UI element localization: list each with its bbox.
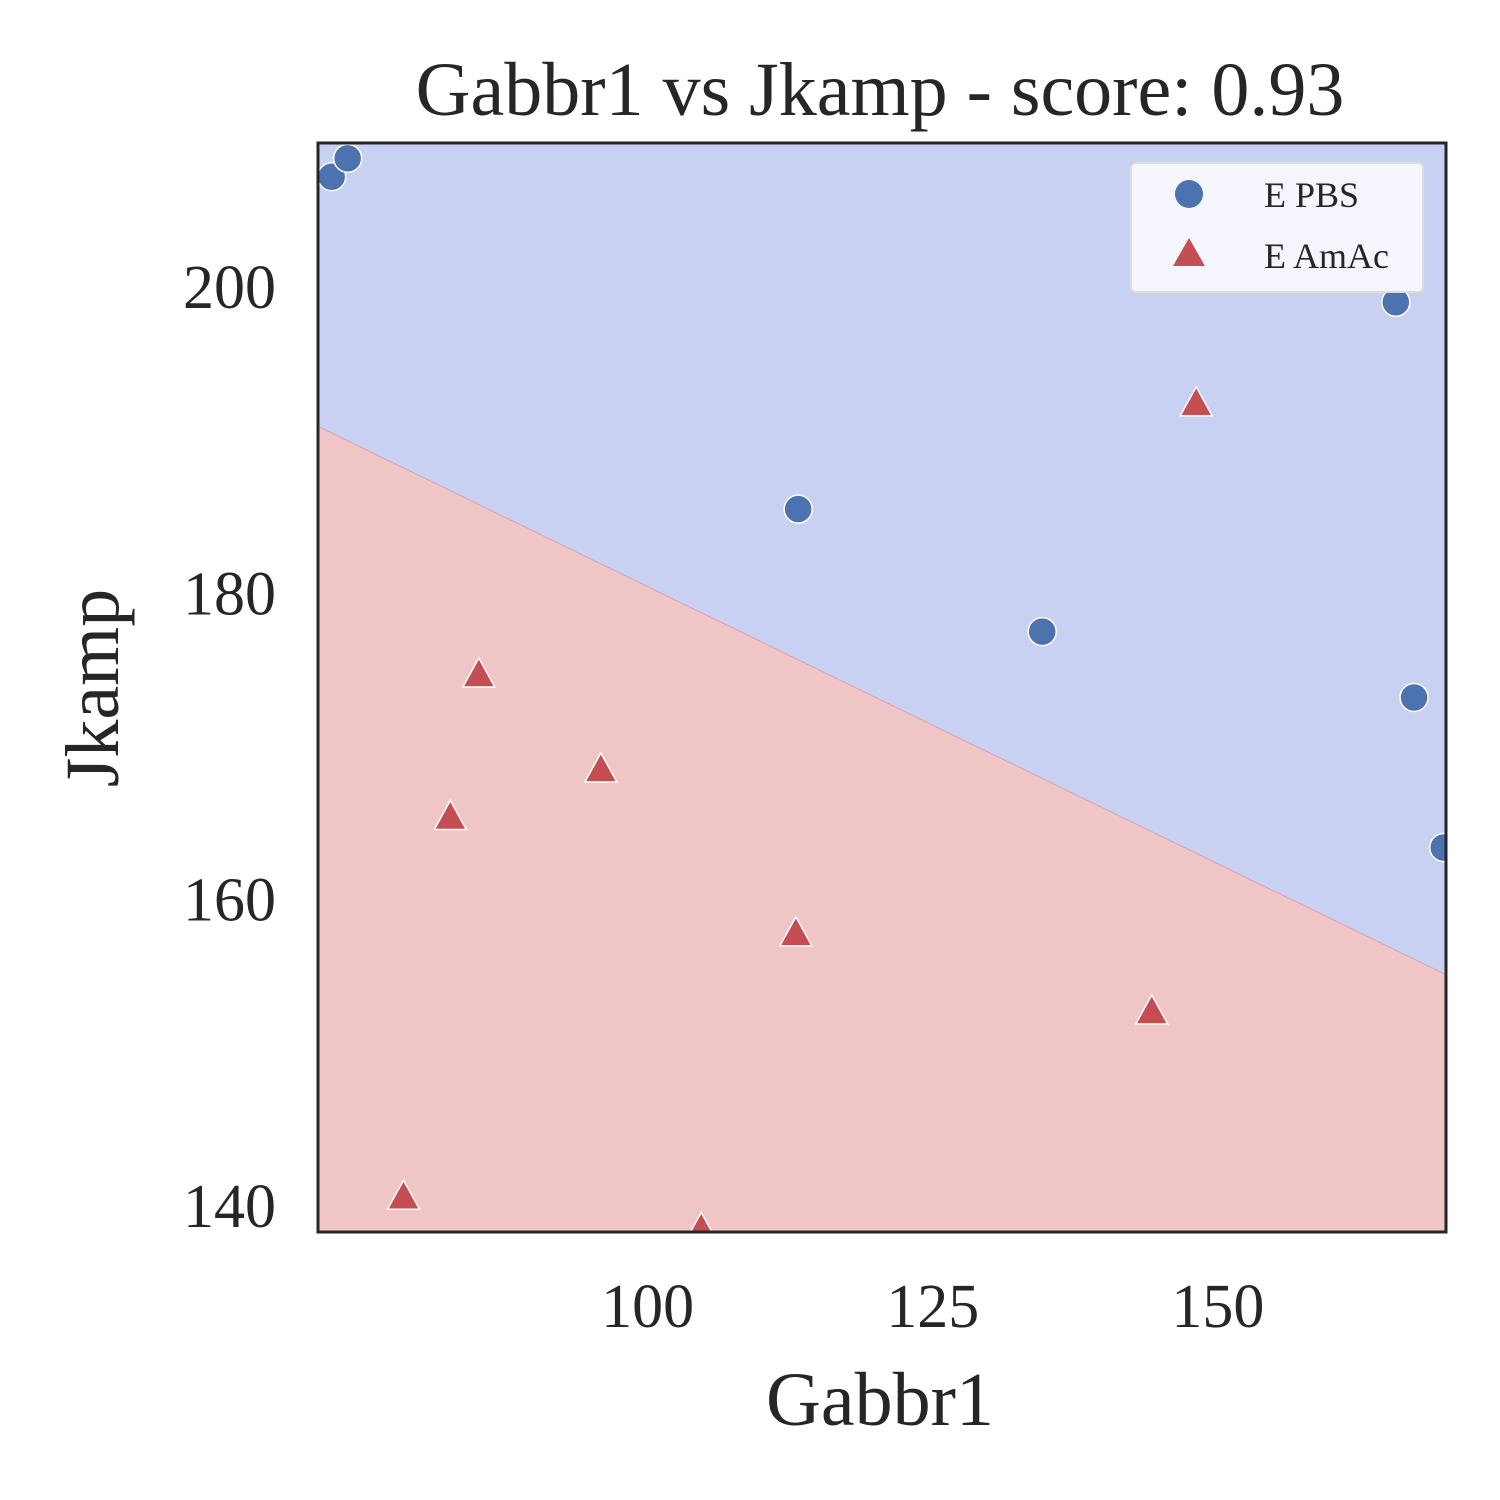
point-e-amac-5 [1134,993,1170,1025]
decision-regions [318,143,1446,1232]
y-axis-ticks: 140 160 180 200 [183,254,276,1241]
point-e-pbs-5 [1399,682,1429,713]
decision-boundary [318,425,1446,976]
legend-box [1130,162,1424,293]
region-e-amac [318,426,1446,1232]
legend-label-e-pbs: E PBS [1264,175,1359,215]
point-e-amac-1 [461,656,497,688]
x-axis-label: Gabbr1 [766,1358,994,1442]
chart-title: Gabbr1 vs Jkamp - score: 0.93 [416,48,1345,132]
y-tick-label: 140 [183,1173,276,1241]
legend-marker-e-amac [1173,238,1205,266]
y-tick-label: 180 [183,560,276,628]
point-e-amac-2 [583,751,619,783]
point-e-pbs-1 [332,143,363,174]
point-e-amac-0 [1178,385,1214,417]
x-axis-ticks: 100 125 150 [601,1273,1264,1341]
point-e-amac-3 [433,798,468,831]
point-e-amac-4 [778,915,814,947]
point-e-pbs-4 [1027,616,1057,647]
region-e-pbs [318,143,1446,975]
x-tick-label: 125 [886,1273,979,1341]
point-e-amac-7 [689,1210,713,1232]
plot-frame [316,141,1448,1234]
point-e-pbs-3 [783,494,813,524]
point-e-pbs-6 [1428,832,1446,863]
x-tick-label: 150 [1171,1273,1264,1341]
y-tick-label: 160 [183,867,276,935]
y-axis-label: Jkamp [51,589,135,787]
legend-marker-e-pbs [1175,180,1203,208]
x-tick-label: 100 [601,1273,694,1341]
y-tick-label: 200 [183,254,276,322]
data-points [318,143,1446,1232]
legend-label-e-amac: E AmAc [1264,236,1389,276]
point-e-amac-6 [386,1178,421,1211]
legend: E PBS E AmAc [1130,162,1424,293]
